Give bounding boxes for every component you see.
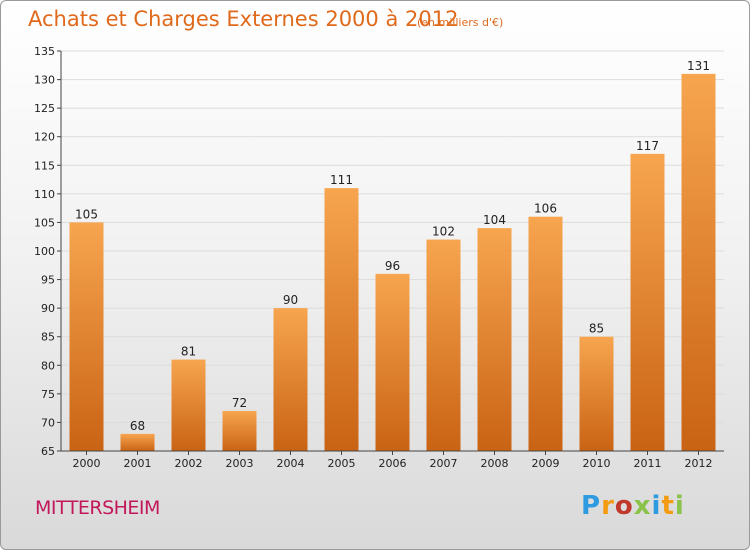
proxiti-logo: Proxiti bbox=[581, 491, 685, 521]
bar-value-label: 68 bbox=[130, 419, 145, 433]
y-tick-label: 65 bbox=[41, 445, 55, 458]
bar-2000 bbox=[69, 222, 104, 451]
logo-letter: o bbox=[614, 491, 634, 521]
bar-2010 bbox=[579, 336, 614, 451]
y-tick-label: 85 bbox=[41, 331, 55, 344]
bar-value-label: 117 bbox=[636, 139, 659, 153]
y-tick-label: 80 bbox=[41, 359, 55, 372]
logo-letter: i bbox=[674, 491, 685, 521]
y-tick-label: 130 bbox=[34, 74, 55, 87]
x-tick-label: 2002 bbox=[175, 457, 203, 470]
location-name: MITTERSHEIM bbox=[35, 497, 160, 519]
bar-2005 bbox=[324, 188, 359, 451]
bar-value-label: 111 bbox=[330, 173, 353, 187]
bar-value-label: 96 bbox=[385, 259, 400, 273]
y-tick-label: 95 bbox=[41, 274, 55, 287]
y-tick-label: 75 bbox=[41, 388, 55, 401]
bar-2011 bbox=[630, 153, 665, 451]
bar-2009 bbox=[528, 216, 563, 451]
x-tick-label: 2000 bbox=[73, 457, 101, 470]
bar-2008 bbox=[477, 228, 512, 451]
logo-letter: P bbox=[581, 491, 602, 521]
x-tick-label: 2007 bbox=[430, 457, 458, 470]
logo-letter: t bbox=[661, 491, 675, 521]
x-tick-label: 2012 bbox=[685, 457, 713, 470]
chart-unit-label: (en milliers d'€) bbox=[417, 16, 504, 29]
bar-2003 bbox=[222, 411, 257, 451]
x-tick-label: 2010 bbox=[583, 457, 611, 470]
bar-value-label: 90 bbox=[283, 293, 298, 307]
bar-2002 bbox=[171, 359, 206, 451]
bar-value-label: 85 bbox=[589, 322, 604, 336]
bar-value-label: 131 bbox=[687, 59, 710, 73]
x-tick-label: 2005 bbox=[328, 457, 356, 470]
y-tick-label: 90 bbox=[41, 302, 55, 315]
bars: 105 68 81 72 90 111 96 102 104 106 85 117 131 bbox=[69, 59, 716, 451]
y-tick-label: 135 bbox=[34, 45, 55, 58]
y-tick-label: 105 bbox=[34, 216, 55, 229]
x-tick-label: 2009 bbox=[532, 457, 560, 470]
y-tick-label: 125 bbox=[34, 102, 55, 115]
y-tick-label: 120 bbox=[34, 131, 55, 144]
bar-value-label: 105 bbox=[75, 207, 98, 221]
axes: 65 70 75 80 85 90 95 100 105 110 115 120 125 130 135 20… bbox=[34, 45, 724, 470]
x-tick-label: 2008 bbox=[481, 457, 509, 470]
y-tick-label: 115 bbox=[34, 159, 55, 172]
bar-value-label: 102 bbox=[432, 225, 455, 239]
logo-letter: x bbox=[633, 491, 652, 521]
x-tick-label: 2004 bbox=[277, 457, 305, 470]
logo-letter: r bbox=[601, 491, 615, 521]
y-tick-label: 70 bbox=[41, 416, 55, 429]
bar-2004 bbox=[273, 308, 308, 451]
bar-value-label: 106 bbox=[534, 202, 557, 216]
y-tick-label: 100 bbox=[34, 245, 55, 258]
bar-2012 bbox=[681, 73, 716, 451]
bar-value-label: 81 bbox=[181, 345, 196, 359]
bar-value-label: 104 bbox=[483, 213, 506, 227]
y-tick-label: 110 bbox=[34, 188, 55, 201]
x-tick-label: 2001 bbox=[124, 457, 152, 470]
x-tick-label: 2006 bbox=[379, 457, 407, 470]
bar-value-label: 72 bbox=[232, 396, 247, 410]
bar-2007 bbox=[426, 239, 461, 451]
bar-2001 bbox=[120, 433, 155, 451]
x-tick-label: 2011 bbox=[634, 457, 662, 470]
x-tick-label: 2003 bbox=[226, 457, 254, 470]
chart-title: Achats et Charges Externes 2000 à 2012 bbox=[28, 7, 459, 31]
bar-2006 bbox=[375, 273, 410, 451]
logo-letter: i bbox=[651, 491, 662, 521]
